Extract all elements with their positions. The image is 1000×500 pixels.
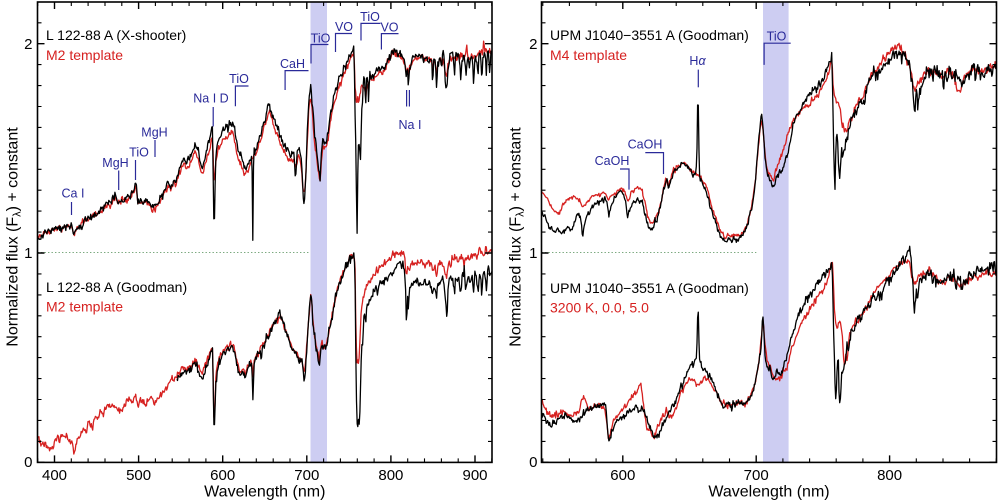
svg-text:CaH: CaH xyxy=(280,57,305,71)
svg-text:CaOH: CaOH xyxy=(595,154,630,168)
svg-text:CaOH: CaOH xyxy=(628,138,663,152)
svg-text:UPM J1040−3551 A (Goodman): UPM J1040−3551 A (Goodman) xyxy=(550,27,749,43)
svg-text:M2 template: M2 template xyxy=(46,47,123,63)
svg-text:2: 2 xyxy=(24,36,32,53)
svg-text:L 122-88 A (Goodman): L 122-88 A (Goodman) xyxy=(46,279,187,295)
svg-text:MgH: MgH xyxy=(141,126,167,140)
svg-text:1: 1 xyxy=(24,245,32,262)
svg-text:600: 600 xyxy=(610,467,635,484)
svg-text:Wavelength (nm): Wavelength (nm) xyxy=(204,484,325,500)
svg-text:TiO: TiO xyxy=(229,72,249,86)
svg-text:800: 800 xyxy=(378,467,403,484)
svg-text:M2 template: M2 template xyxy=(46,299,123,315)
svg-text:L 122-88 A (X-shooter): L 122-88 A (X-shooter) xyxy=(46,27,186,43)
svg-text:TiO: TiO xyxy=(767,30,787,44)
svg-text:3200 K, 0.0, 5.0: 3200 K, 0.0, 5.0 xyxy=(550,300,649,316)
svg-text:0: 0 xyxy=(529,454,537,471)
svg-text:TiO: TiO xyxy=(360,10,380,24)
svg-text:M4 template: M4 template xyxy=(550,47,627,63)
svg-text:VO: VO xyxy=(335,20,353,34)
svg-text:TiO: TiO xyxy=(129,146,149,160)
svg-text:Na I D: Na I D xyxy=(193,92,228,106)
svg-text:800: 800 xyxy=(877,467,902,484)
svg-text:MgH: MgH xyxy=(102,156,128,170)
svg-text:2: 2 xyxy=(529,36,537,53)
svg-text:VO: VO xyxy=(380,21,398,35)
svg-text:TiO: TiO xyxy=(311,32,331,46)
svg-text:Ca I: Ca I xyxy=(62,187,85,201)
svg-text:UPM J1040−3551 A (Goodman): UPM J1040−3551 A (Goodman) xyxy=(550,280,749,296)
svg-text:Normalized flux (Fλ) + constan: Normalized flux (Fλ) + constant xyxy=(508,127,527,347)
svg-text:400: 400 xyxy=(42,467,67,484)
svg-text:Normalized flux (Fλ) + constan: Normalized flux (Fλ) + constant xyxy=(5,127,24,347)
svg-text:500: 500 xyxy=(126,467,151,484)
svg-text:0: 0 xyxy=(24,454,32,471)
svg-text:Wavelength (nm): Wavelength (nm) xyxy=(708,484,829,500)
svg-text:Hα: Hα xyxy=(689,54,706,68)
svg-text:700: 700 xyxy=(744,467,769,484)
svg-text:600: 600 xyxy=(210,467,235,484)
svg-text:1: 1 xyxy=(529,245,537,262)
svg-text:700: 700 xyxy=(294,467,319,484)
svg-text:Na I: Na I xyxy=(399,118,422,132)
svg-text:900: 900 xyxy=(462,467,487,484)
